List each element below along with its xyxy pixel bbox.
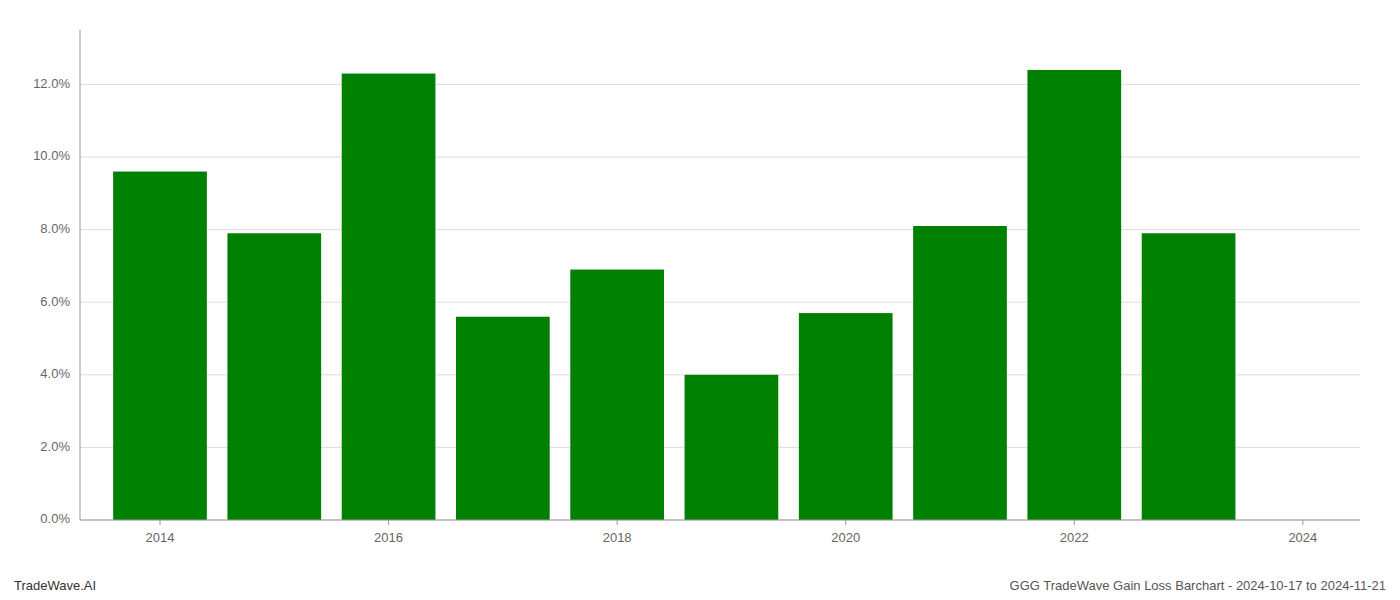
y-tick-label: 6.0%: [40, 294, 70, 309]
bar: [1142, 233, 1236, 520]
bar: [1027, 70, 1121, 520]
bar: [685, 375, 779, 520]
y-tick-label: 4.0%: [40, 366, 70, 381]
y-tick-label: 12.0%: [33, 76, 70, 91]
x-tick-label: 2024: [1288, 530, 1317, 545]
x-tick-label: 2022: [1060, 530, 1089, 545]
grid: [80, 84, 1360, 520]
footer-left: TradeWave.AI: [14, 578, 96, 593]
x-tick-label: 2014: [146, 530, 175, 545]
grid-line: [80, 520, 1360, 521]
chart: 0.0% 2.0% 4.0% 6.0% 8.0% 10.0% 12.0% 2014 2016 20…: [0, 0, 1400, 600]
y-tick-label: 0.0%: [40, 511, 70, 526]
x-tick: [388, 520, 389, 525]
bar: [570, 270, 664, 520]
y-axis-line: [80, 30, 81, 520]
x-tick: [160, 520, 161, 525]
footer-right: GGG TradeWave Gain Loss Barchart - 2024-…: [1010, 578, 1386, 593]
x-tick: [845, 520, 846, 525]
bar: [342, 74, 436, 520]
y-tick-label: 8.0%: [40, 221, 70, 236]
x-axis-line: [80, 520, 1360, 521]
x-tick-label: 2016: [374, 530, 403, 545]
grid-line: [80, 84, 1360, 85]
bar: [456, 317, 550, 520]
x-tick: [1074, 520, 1075, 525]
x-tick-label: 2018: [603, 530, 632, 545]
bar: [799, 313, 893, 520]
bars: [113, 70, 1235, 520]
grid-line: [80, 229, 1360, 230]
bar: [227, 233, 321, 520]
x-tick: [1302, 520, 1303, 525]
bar: [913, 226, 1007, 520]
bar: [113, 172, 207, 520]
x-tick: [617, 520, 618, 525]
grid-line: [80, 157, 1360, 158]
y-tick-label: 2.0%: [40, 439, 70, 454]
y-tick-label: 10.0%: [33, 148, 70, 163]
x-tick-label: 2020: [831, 530, 860, 545]
